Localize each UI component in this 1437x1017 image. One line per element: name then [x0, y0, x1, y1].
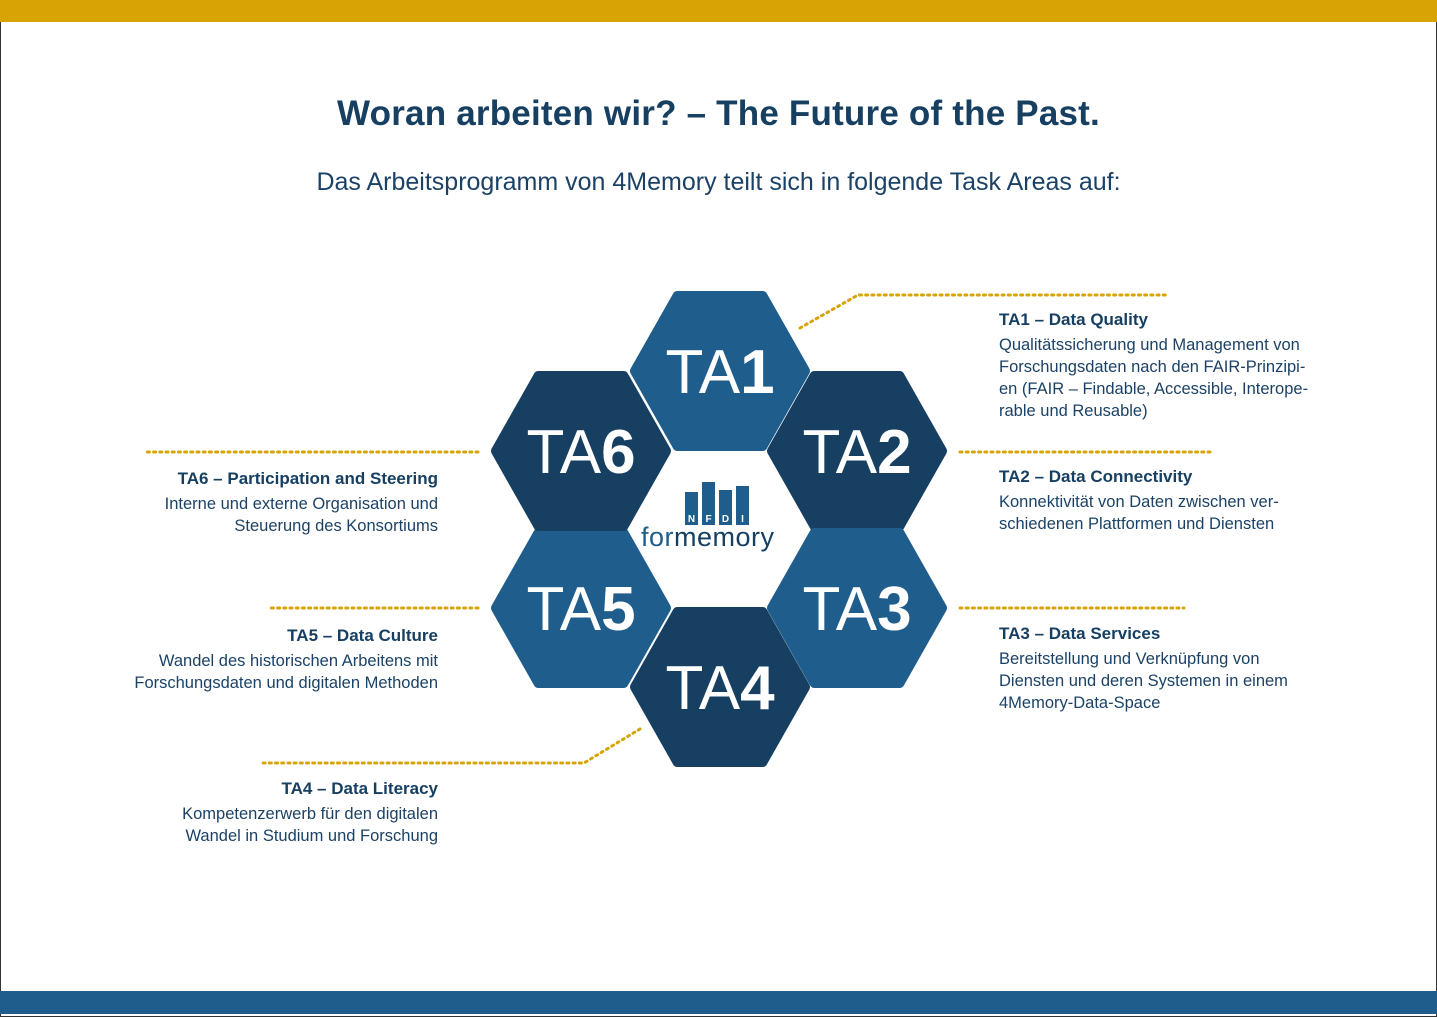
ta3-line-2: Diensten und deren Systemen in einem — [999, 672, 1288, 690]
logo-bar-d — [719, 490, 732, 525]
nfdi-logo-bars — [685, 482, 749, 525]
ta1-line-3: en (FAIR – Findable, Accessible, Interop… — [999, 380, 1309, 398]
ta5-description: TA5 – Data Culture Wandel des historisch… — [60, 625, 438, 694]
hexagon-label-prefix: TA — [526, 575, 601, 644]
hexagon-label-prefix: TA — [526, 418, 601, 487]
hexagon-label-number: 3 — [877, 575, 911, 644]
hexagon-ta2: TA2 — [767, 371, 947, 531]
hexagon-label-ta3: TA3 — [802, 575, 911, 644]
ta1-description: TA1 – Data Quality Qualitätssicherung un… — [999, 309, 1359, 422]
hexagon-ta5: TA5 — [491, 528, 671, 688]
logo-bar-n — [685, 492, 698, 525]
ta4-line-1: Kompetenzerwerb für den digitalen — [182, 805, 438, 823]
logo-letter-i: I — [741, 514, 744, 525]
page-title: Woran arbeiten wir? – The Future of the … — [337, 94, 1100, 133]
hexagon-label-number: 2 — [877, 418, 911, 487]
ta2-line-2: schiedenen Plattformen und Diensten — [999, 515, 1275, 533]
hexagon-label-number: 5 — [601, 575, 635, 644]
ta5-line-2: Forschungsdaten und digitalen Methoden — [134, 674, 438, 692]
hexagon-shape — [630, 607, 810, 767]
ta1-line-4: rable und Reusable) — [999, 402, 1148, 420]
hexagon-shape — [767, 528, 947, 688]
hexagon-shape — [491, 371, 671, 531]
hexagon-label-prefix: TA — [802, 418, 877, 487]
hexagon-label-number: 4 — [740, 654, 775, 723]
hexagon-shape — [491, 528, 671, 688]
ta1-line-1: Qualitätssicherung und Management von — [999, 336, 1300, 354]
top-accent-bar — [0, 0, 1437, 22]
hexagon-ta1: TA1 — [630, 291, 810, 451]
page-subtitle: Das Arbeitsprogramm von 4Memory teilt si… — [316, 168, 1121, 196]
ta2-title: TA2 – Data Connectivity — [999, 467, 1193, 486]
ta4-description: TA4 – Data Literacy Kompetenzerwerb für … — [80, 778, 438, 847]
hexagon-label-ta5: TA5 — [526, 575, 635, 644]
logo-bar-i — [736, 486, 749, 525]
connector-ta1 — [798, 293, 1170, 330]
logo-letter-f: F — [705, 514, 711, 525]
ta2-line-1: Konnektivität von Daten zwischen ver- — [999, 493, 1279, 511]
ta2-description: TA2 – Data Connectivity Konnektivität vo… — [999, 466, 1359, 535]
hexagon-label-prefix: TA — [665, 338, 740, 407]
bottom-accent-bar — [0, 991, 1437, 1014]
hexagon-label-ta2: TA2 — [802, 418, 911, 487]
hexagon-ta4: TA4 — [630, 607, 810, 767]
hexagon-label-prefix: TA — [665, 654, 740, 723]
hexagon-label-ta1: TA1 — [665, 338, 774, 407]
formemory-logo-text: formemory — [641, 522, 775, 553]
ta3-description: TA3 – Data Services Bereitstellung und V… — [999, 623, 1359, 714]
logo-prefix: for — [641, 522, 675, 552]
ta6-line-1: Interne und externe Organisation und — [164, 495, 438, 513]
logo-suffix: memory — [674, 522, 775, 552]
hexagon-label-ta6: TA6 — [526, 418, 635, 487]
logo-letter-n: N — [688, 514, 695, 525]
ta6-description: TA6 – Participation and Steering Interne… — [80, 468, 438, 537]
ta4-title: TA4 – Data Literacy — [281, 779, 438, 798]
ta6-line-2: Steuerung des Konsortiums — [234, 517, 438, 535]
ta1-line-2: Forschungsdaten nach den FAIR-Prinzipi- — [999, 358, 1306, 376]
hexagon-shape — [630, 291, 810, 451]
hexagon-label-number: 1 — [740, 338, 774, 407]
hexagon-label-number: 6 — [601, 418, 635, 487]
hexagon-label-ta4: TA4 — [665, 654, 775, 723]
hexagon-ta6: TA6 — [491, 371, 671, 531]
logo-bar-f — [702, 482, 715, 525]
ta5-line-1: Wandel des historischen Arbeitens mit — [158, 652, 438, 670]
ta6-title: TA6 – Participation and Steering — [177, 469, 438, 488]
hexagon-label-prefix: TA — [802, 575, 877, 644]
hexagon-ta3: TA3 — [767, 528, 947, 688]
ta3-line-3: 4Memory-Data-Space — [999, 694, 1161, 712]
ta1-title: TA1 – Data Quality — [999, 310, 1148, 329]
logo-letter-d: D — [722, 514, 729, 525]
ta5-title: TA5 – Data Culture — [287, 626, 438, 645]
connector-ta4 — [258, 727, 642, 765]
ta3-title: TA3 – Data Services — [999, 624, 1161, 643]
hexagon-shape — [767, 371, 947, 531]
ta3-line-1: Bereitstellung und Verknüpfung von — [999, 650, 1260, 668]
ta4-line-2: Wandel in Studium und Forschung — [185, 827, 438, 845]
